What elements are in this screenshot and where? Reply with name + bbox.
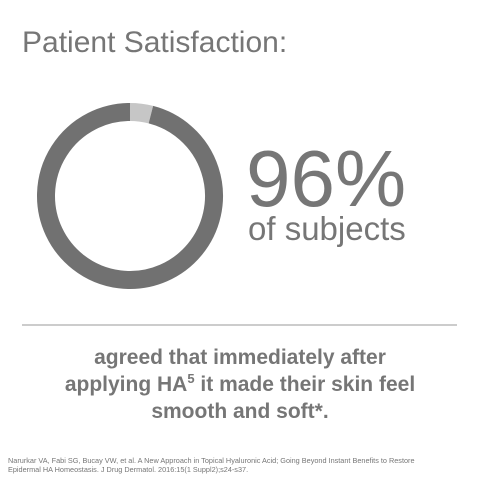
donut-segment	[37, 103, 223, 289]
statement-text: it made their skin feel	[195, 373, 416, 396]
statement-text: applying HA	[65, 373, 188, 396]
statement-line: applying HA5 it made their skin feel	[65, 371, 415, 396]
superscript: 5	[187, 371, 194, 386]
big-percent: 96%	[246, 134, 406, 223]
reference: Epidermal HA Homeostasis. J Drug Dermato…	[8, 465, 248, 474]
chart-title: Patient Satisfaction:	[22, 26, 287, 59]
statement-line: agreed that immediately after	[94, 346, 386, 369]
reference: Narurkar VA, Fabi SG, Bucay VW, et al. A…	[8, 456, 415, 465]
caption: of subjects	[248, 210, 406, 247]
donut-segment	[129, 103, 154, 124]
statement-line: smooth and soft*.	[151, 400, 328, 423]
